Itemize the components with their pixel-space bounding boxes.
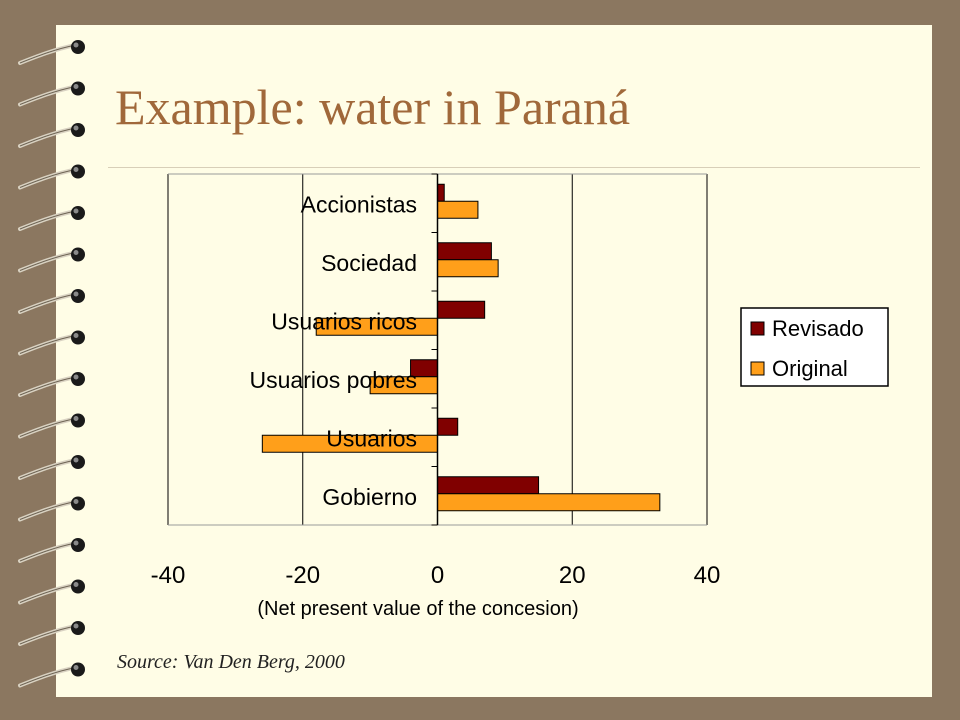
x-tick-label: -20 — [285, 562, 320, 589]
binding-ring-shadow — [19, 584, 77, 603]
binding-ring-shadow — [19, 44, 77, 64]
binding-ring-shadow — [19, 625, 77, 645]
bar-original — [437, 259, 499, 278]
binding-ring-shadow — [19, 252, 77, 271]
bar-revisado — [437, 417, 459, 436]
category-labels: Accionistas Sociedad Usuarios ricos Usuario… — [250, 174, 439, 525]
binding-hole-highlight — [73, 457, 79, 463]
title-divider — [108, 167, 920, 168]
slide-title: Example: water in Paraná — [115, 79, 631, 135]
binding-hole-highlight — [73, 42, 79, 48]
binding-hole-highlight — [73, 582, 79, 587]
category-label: Sociedad — [321, 250, 417, 276]
x-tick-label: 40 — [694, 562, 721, 589]
binding-ring-shadow — [19, 335, 77, 354]
binding-ring-shadow — [19, 169, 77, 188]
binding-ring-shadow — [19, 376, 77, 396]
binding-hole-highlight — [73, 84, 79, 89]
x-tick-label: -40 — [151, 562, 186, 589]
binding-hole-highlight — [73, 333, 79, 338]
binding-hole-highlight — [73, 291, 79, 297]
binding-hole-highlight — [73, 540, 79, 546]
binding-hole-highlight — [73, 623, 79, 629]
binding-ring-shadow — [19, 293, 77, 313]
category-label: Accionistas — [301, 191, 417, 217]
legend-frame — [740, 307, 889, 387]
binding-ring-shadow — [19, 210, 77, 230]
x-tick-label: 0 — [431, 562, 444, 589]
binding-hole-highlight — [73, 125, 79, 131]
binding-ring-shadow — [19, 127, 77, 147]
bar-original — [437, 200, 479, 219]
spiral-binding — [18, 40, 85, 688]
bar-revisado — [437, 183, 445, 202]
source-citation: Source: Van Den Berg, 2000 — [117, 651, 345, 673]
category-label: Gobierno — [322, 484, 417, 510]
binding-hole-highlight — [73, 374, 79, 380]
binding-hole-highlight — [73, 250, 79, 255]
x-tick-labels: -40 -20 0 20 40 — [151, 562, 721, 589]
x-axis-label: (Net present value of the concesion) — [257, 598, 578, 620]
bar-revisado — [437, 242, 492, 261]
category-label: Usuarios ricos — [271, 308, 417, 334]
binding-hole-highlight — [73, 416, 79, 421]
binding-hole-highlight — [73, 499, 79, 504]
binding-ring-shadow — [19, 542, 77, 562]
category-label: Usuarios pobres — [250, 367, 417, 393]
binding-ring-shadow — [19, 86, 77, 105]
chart-legend: Revisado Original — [740, 307, 889, 387]
legend-swatch-original — [750, 361, 765, 376]
binding-ring-shadow — [19, 667, 77, 686]
binding-hole-highlight — [73, 167, 79, 172]
binding-ring-shadow — [19, 459, 77, 479]
bar-revisado — [437, 476, 540, 495]
binding-ring-shadow — [19, 418, 77, 437]
binding-hole-highlight — [73, 208, 79, 214]
chart-bars — [261, 183, 661, 512]
binding-hole-highlight — [73, 665, 79, 670]
legend-label-revisado: Revisado — [772, 316, 864, 341]
bar-original — [437, 493, 661, 512]
legend-label-original: Original — [772, 356, 848, 381]
category-label: Usuarios — [326, 425, 417, 451]
bar-revisado — [437, 300, 486, 319]
binding-ring-shadow — [19, 501, 77, 520]
x-tick-label: 20 — [559, 562, 586, 589]
legend-swatch-revisado — [750, 321, 765, 336]
